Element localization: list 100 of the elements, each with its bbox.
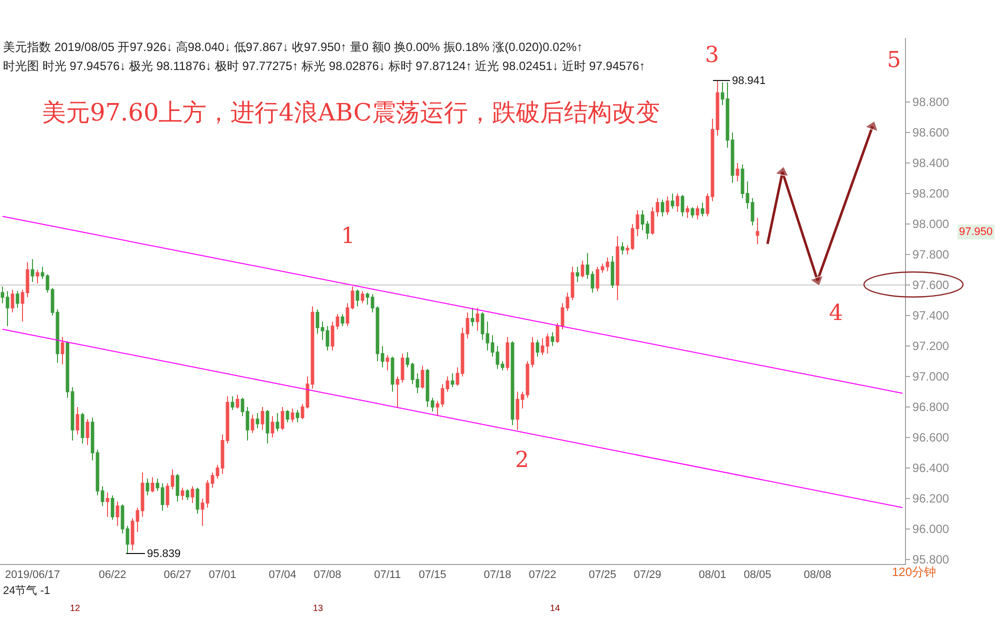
candlestick <box>110 494 114 520</box>
candlestick <box>40 266 44 280</box>
candlestick <box>346 302 350 327</box>
candlestick <box>320 321 324 340</box>
candlestick <box>620 242 624 255</box>
candlestick <box>716 80 720 136</box>
x-tick-label: 07/15 <box>418 569 446 582</box>
candlestick <box>666 196 670 216</box>
annotation: 98.941 <box>732 75 766 87</box>
candlestick <box>706 193 710 217</box>
candlestick <box>326 326 330 352</box>
point <box>809 274 824 287</box>
x-tick-label: 07/01 <box>208 569 236 582</box>
candlestick <box>626 244 630 255</box>
candlestick <box>246 406 250 441</box>
candlestick <box>530 336 534 368</box>
y-tick-label: 96.200 <box>912 492 950 506</box>
x-tick-label: 07/22 <box>528 569 556 582</box>
candlestick <box>496 345 500 370</box>
candlestick <box>690 206 694 218</box>
candlestick <box>380 345 384 368</box>
candlestick <box>220 434 224 475</box>
candlestick <box>266 410 270 444</box>
candlestick <box>90 417 94 461</box>
candlestick <box>206 480 210 508</box>
y-tick-label: 97.200 <box>912 339 950 354</box>
candlestick <box>490 334 494 358</box>
candlestick <box>646 220 650 240</box>
candlestick <box>670 193 674 210</box>
candlestick <box>516 391 520 430</box>
annotation: 95.839 <box>147 548 181 560</box>
candlestick <box>520 391 524 409</box>
candlestick <box>486 321 490 352</box>
candlestick <box>426 368 430 408</box>
candlestick <box>546 333 550 354</box>
candlestick <box>540 338 544 356</box>
candlestick <box>500 360 504 371</box>
candlestick <box>6 290 10 327</box>
candlestick <box>710 118 714 202</box>
y-tick-label: 97.400 <box>912 308 950 323</box>
y-tick-label: 98.000 <box>912 217 950 232</box>
candlestick <box>176 474 180 502</box>
candlestick <box>406 352 410 368</box>
text: 美元97.60上方，进行4浪ABC震荡运行，跌破后结构改变 <box>42 98 660 126</box>
y-tick-label: 95.800 <box>912 552 950 567</box>
text: 24节气 -1 <box>3 584 50 597</box>
candlestick <box>580 260 584 278</box>
y-tick-label: 97.000 <box>912 370 950 384</box>
candlestick <box>450 372 454 388</box>
candlestick <box>676 193 680 212</box>
candlestick <box>726 82 730 148</box>
candlestick <box>536 339 540 358</box>
candlestick <box>296 410 300 423</box>
candlestick <box>606 257 610 272</box>
candlestick <box>416 372 420 394</box>
candlestick <box>360 290 364 304</box>
annotation: 美元指数 2019/08/05 开97.926↓ 高98.040↓ 低97.867↓ 收97.950↑ 量0 额0 换0.00% 振0.18% 涨(0.020)0.02%↑ <box>3 40 583 54</box>
candlestick <box>740 164 744 199</box>
candlestick <box>150 476 154 493</box>
point <box>774 166 790 178</box>
candlestick <box>336 313 340 330</box>
x-tick-label: 07/29 <box>634 569 662 582</box>
x-tick-label: 07/04 <box>268 569 296 582</box>
candlestick <box>736 162 740 182</box>
candlestick <box>106 492 110 518</box>
x-tick-label: 07/25 <box>588 569 616 582</box>
candlestick <box>686 205 690 218</box>
candlestick <box>20 289 24 322</box>
candlestick <box>256 412 260 429</box>
candlestick <box>80 412 84 444</box>
candlestick <box>480 312 484 340</box>
x-tick-label: 07/18 <box>484 569 512 582</box>
candlestick <box>180 487 184 500</box>
candlestick <box>616 236 620 301</box>
candlestick <box>610 256 614 289</box>
candlestick <box>146 478 150 496</box>
annotation: 1 <box>341 224 355 249</box>
point <box>864 120 879 132</box>
candlestick <box>86 418 90 446</box>
candlestick <box>230 396 234 411</box>
annotation: 4 <box>829 301 843 326</box>
candlestick <box>210 472 214 488</box>
annotation: 2 <box>515 448 529 473</box>
candlestick <box>10 289 14 313</box>
candlestick <box>366 292 370 306</box>
candlestick <box>126 525 130 554</box>
y-tick-label: 96.800 <box>912 400 950 414</box>
candlestick <box>756 217 760 245</box>
candlestick <box>630 224 634 250</box>
candlestick <box>696 205 700 220</box>
candlestick <box>570 266 574 301</box>
candlestick <box>386 354 390 371</box>
y-tick-label: 98.800 <box>912 95 950 110</box>
y-tick-label: 96.000 <box>912 522 950 536</box>
candlestick <box>640 210 644 231</box>
candlestick <box>100 486 104 507</box>
candlestick <box>70 386 74 441</box>
candlestick <box>286 410 290 423</box>
x-tick-label: 06/22 <box>98 569 126 582</box>
candlestick <box>116 500 120 526</box>
